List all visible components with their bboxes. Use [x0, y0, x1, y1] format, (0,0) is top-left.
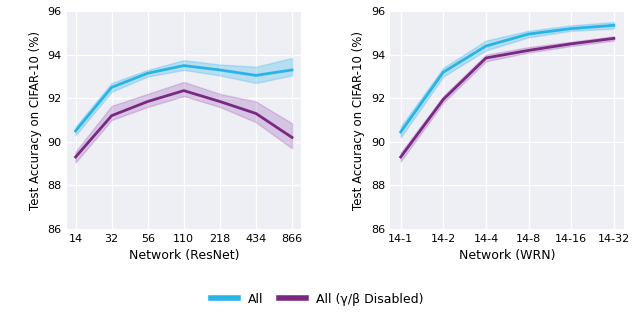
All (γ/β Disabled): [525, 48, 533, 52]
All: [108, 85, 115, 89]
All: [180, 64, 188, 68]
Line: All: All: [75, 66, 292, 131]
All: [525, 32, 533, 36]
All: [252, 74, 260, 77]
All (γ/β Disabled): [482, 56, 490, 60]
All: [216, 68, 224, 72]
All (γ/β Disabled): [252, 112, 260, 116]
All (γ/β Disabled): [72, 155, 79, 159]
Line: All (γ/β Disabled): All (γ/β Disabled): [75, 91, 292, 157]
Y-axis label: Test Accuracy on CIFAR-10 (%): Test Accuracy on CIFAR-10 (%): [29, 30, 42, 210]
Y-axis label: Test Accuracy on CIFAR-10 (%): Test Accuracy on CIFAR-10 (%): [353, 30, 365, 210]
All: [397, 130, 404, 134]
All (γ/β Disabled): [108, 114, 115, 117]
All (γ/β Disabled): [288, 135, 296, 139]
All: [482, 44, 490, 48]
X-axis label: Network (ResNet): Network (ResNet): [129, 249, 239, 262]
All (γ/β Disabled): [610, 36, 618, 40]
All: [567, 27, 575, 30]
X-axis label: Network (WRN): Network (WRN): [459, 249, 555, 262]
Line: All: All: [401, 25, 614, 132]
All: [72, 129, 79, 133]
All: [610, 23, 618, 27]
All (γ/β Disabled): [397, 155, 404, 159]
All: [439, 70, 447, 74]
All (γ/β Disabled): [567, 42, 575, 46]
Legend: All, All (γ/β Disabled): All, All (γ/β Disabled): [205, 288, 429, 310]
Line: All (γ/β Disabled): All (γ/β Disabled): [401, 38, 614, 157]
All (γ/β Disabled): [216, 100, 224, 103]
All (γ/β Disabled): [144, 100, 152, 103]
All (γ/β Disabled): [439, 97, 447, 101]
All: [288, 68, 296, 72]
All: [144, 71, 152, 75]
All (γ/β Disabled): [180, 89, 188, 92]
